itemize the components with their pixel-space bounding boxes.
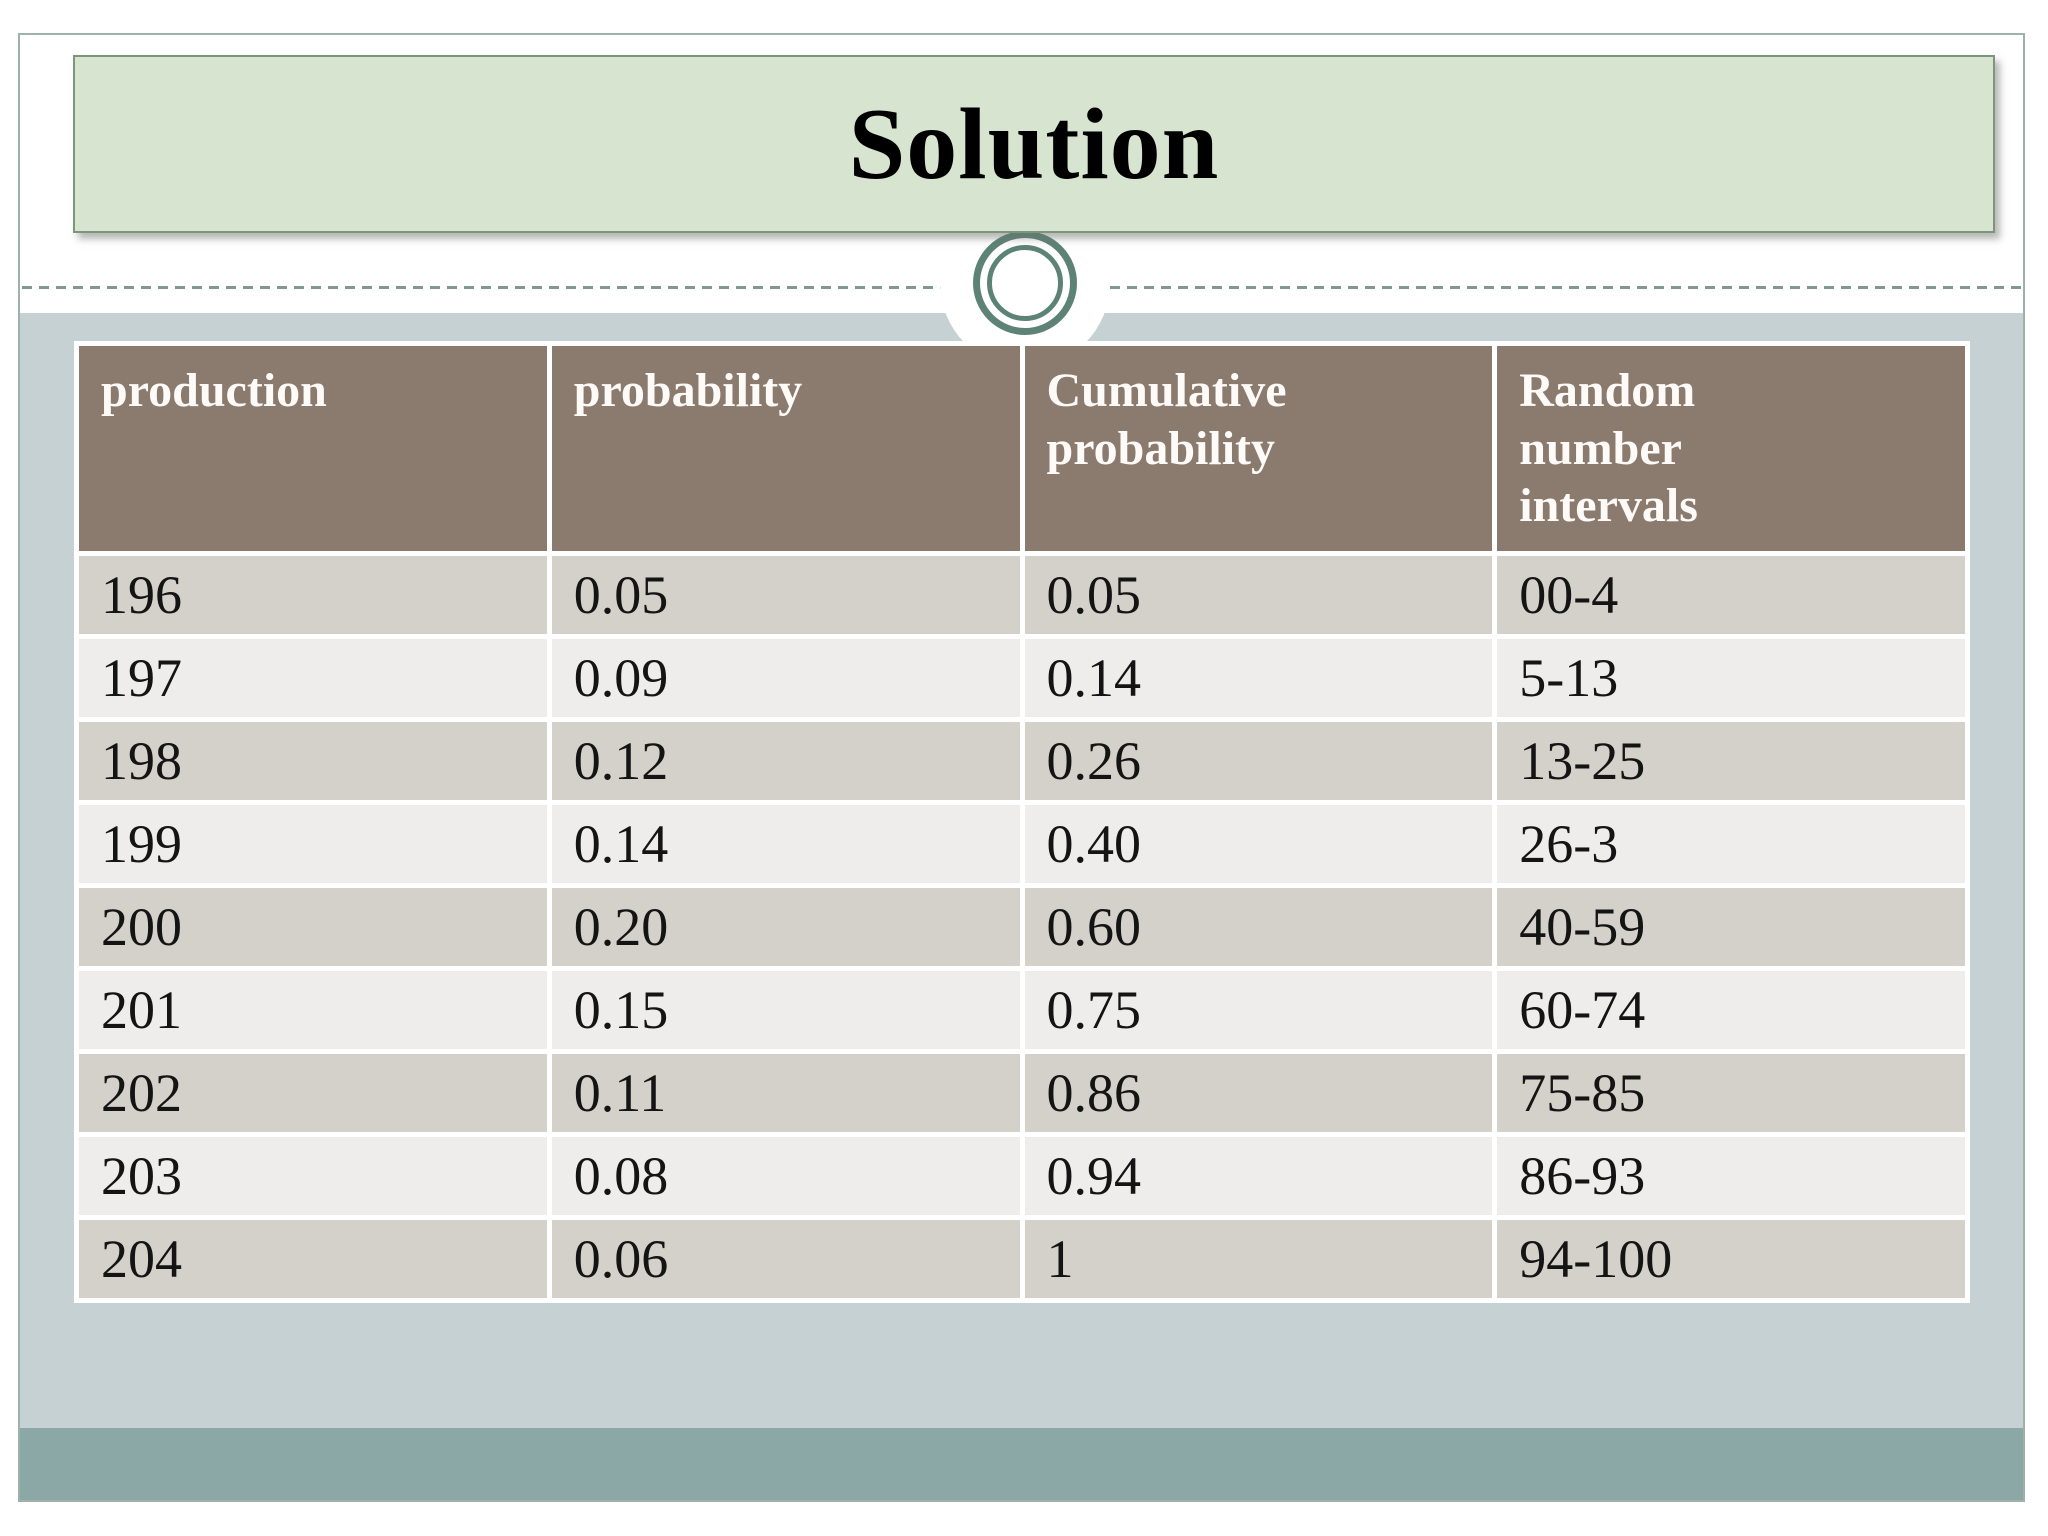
cell-probability: 0.08 [551, 1136, 1020, 1215]
cell-cumulative: 1 [1024, 1219, 1493, 1298]
cell-probability: 0.20 [551, 887, 1020, 966]
cell-interval: 94-100 [1497, 1219, 1965, 1298]
table-row: 202 0.11 0.86 75-85 [79, 1053, 1965, 1132]
header-probability: probability [551, 346, 1020, 551]
slide-title: Solution [848, 87, 1220, 201]
cell-probability: 0.05 [551, 555, 1020, 634]
cell-interval: 75-85 [1497, 1053, 1965, 1132]
cell-cumulative: 0.75 [1024, 970, 1493, 1049]
cell-cumulative: 0.86 [1024, 1053, 1493, 1132]
divider-circle-inner-ring [987, 245, 1063, 321]
header-random-number-intervals: Random number intervals [1497, 346, 1965, 551]
probability-table: production probability Cumulative probab… [74, 341, 1970, 1303]
cell-cumulative: 0.60 [1024, 887, 1493, 966]
cell-cumulative: 0.14 [1024, 638, 1493, 717]
cell-interval: 40-59 [1497, 887, 1965, 966]
cell-interval: 86-93 [1497, 1136, 1965, 1215]
cell-probability: 0.11 [551, 1053, 1020, 1132]
cell-production: 201 [79, 970, 547, 1049]
cell-probability: 0.15 [551, 970, 1020, 1049]
cell-interval: 5-13 [1497, 638, 1965, 717]
cell-cumulative: 0.26 [1024, 721, 1493, 800]
footer-band [20, 1428, 2023, 1500]
table-body: 196 0.05 0.05 00-4 197 0.09 0.14 5-13 19… [79, 555, 1965, 1298]
cell-probability: 0.12 [551, 721, 1020, 800]
cell-probability: 0.06 [551, 1219, 1020, 1298]
divider-circle-ornament-icon [973, 231, 1077, 335]
cell-interval: 00-4 [1497, 555, 1965, 634]
table-row: 198 0.12 0.26 13-25 [79, 721, 1965, 800]
cell-probability: 0.09 [551, 638, 1020, 717]
table-row: 204 0.06 1 94-100 [79, 1219, 1965, 1298]
table-row: 199 0.14 0.40 26-3 [79, 804, 1965, 883]
cell-interval: 26-3 [1497, 804, 1965, 883]
cell-production: 200 [79, 887, 547, 966]
cell-production: 204 [79, 1219, 547, 1298]
cell-production: 198 [79, 721, 547, 800]
cell-cumulative: 0.40 [1024, 804, 1493, 883]
table-row: 196 0.05 0.05 00-4 [79, 555, 1965, 634]
table-row: 201 0.15 0.75 60-74 [79, 970, 1965, 1049]
cell-cumulative: 0.05 [1024, 555, 1493, 634]
cell-production: 203 [79, 1136, 547, 1215]
table-header-row: production probability Cumulative probab… [79, 346, 1965, 551]
cell-interval: 60-74 [1497, 970, 1965, 1049]
cell-production: 196 [79, 555, 547, 634]
cell-production: 197 [79, 638, 547, 717]
table-row: 197 0.09 0.14 5-13 [79, 638, 1965, 717]
table-row: 200 0.20 0.60 40-59 [79, 887, 1965, 966]
header-cumulative-probability: Cumulative probability [1024, 346, 1493, 551]
cell-interval: 13-25 [1497, 721, 1965, 800]
cell-production: 199 [79, 804, 547, 883]
cell-cumulative: 0.94 [1024, 1136, 1493, 1215]
title-banner: Solution [73, 55, 1995, 233]
table-row: 203 0.08 0.94 86-93 [79, 1136, 1965, 1215]
cell-probability: 0.14 [551, 804, 1020, 883]
cell-production: 202 [79, 1053, 547, 1132]
header-production: production [79, 346, 547, 551]
